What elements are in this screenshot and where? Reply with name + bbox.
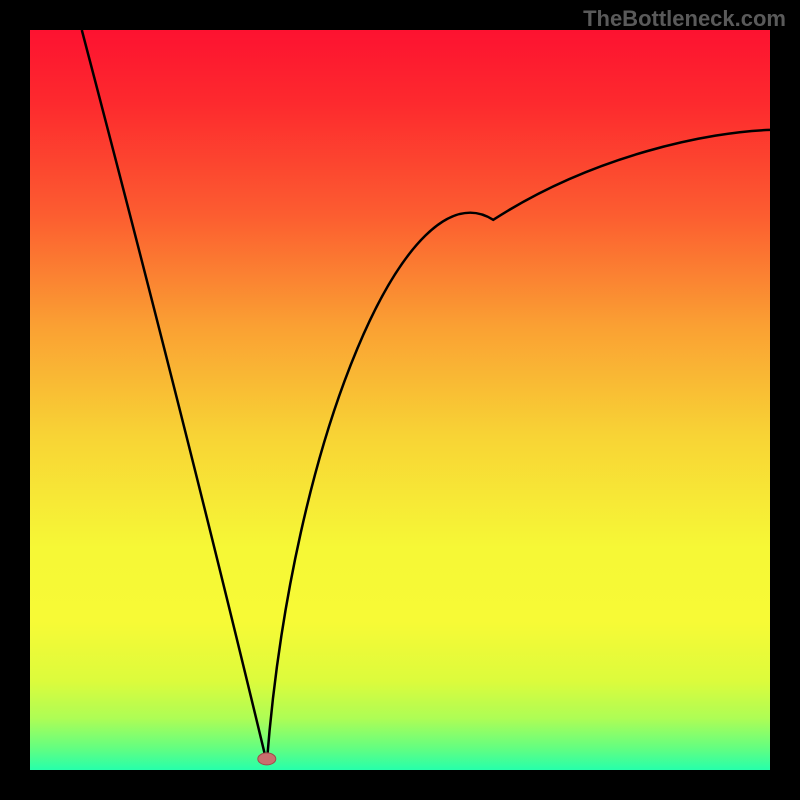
chart-container: TheBottleneck.com bbox=[0, 0, 800, 800]
minimum-marker bbox=[258, 753, 276, 765]
gradient-background bbox=[30, 30, 770, 770]
bottleneck-chart bbox=[30, 30, 770, 770]
watermark-text: TheBottleneck.com bbox=[583, 6, 786, 32]
